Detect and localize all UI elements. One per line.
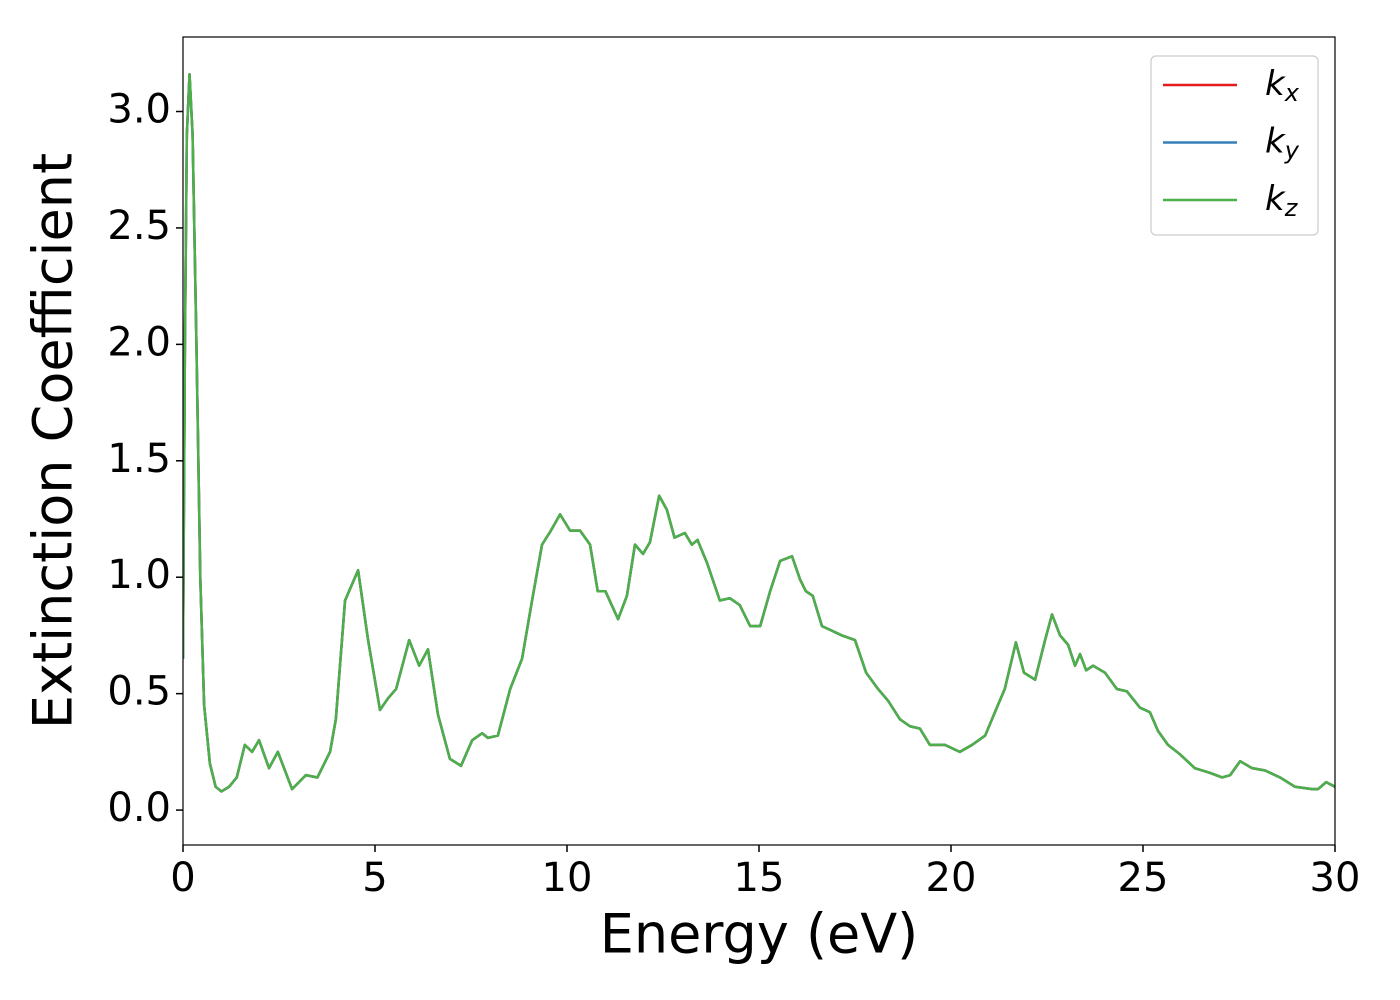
- x-tick-label: 25: [1118, 855, 1169, 901]
- y-axis-label: Extinction Coefficient: [22, 153, 85, 729]
- x-tick-label: 30: [1310, 855, 1361, 901]
- x-tick-label: 15: [734, 855, 785, 901]
- x-tick-label: 20: [926, 855, 977, 901]
- legend-label: kx: [1265, 64, 1300, 108]
- y-tick-label: 2.5: [107, 203, 171, 249]
- x-axis-label: Energy (eV): [600, 903, 919, 966]
- plot-frame: [182, 36, 1336, 846]
- legend-label: kz: [1265, 179, 1299, 223]
- y-tick-label: 1.5: [107, 436, 171, 482]
- line: [183, 73, 1335, 793]
- y-tick-label: 2.0: [107, 319, 171, 365]
- legend-label: ky: [1265, 121, 1300, 165]
- x-tick-label: 0: [170, 855, 195, 901]
- y-tick-label: 1.0: [107, 552, 171, 598]
- x-tick-label: 10: [542, 855, 593, 901]
- legend-box: [1150, 55, 1319, 236]
- y-tick-label: 0.5: [107, 669, 171, 715]
- y-tick-label: 0.0: [107, 785, 171, 831]
- x-tick-label: 5: [362, 855, 387, 901]
- y-tick-label: 3.0: [107, 87, 171, 133]
